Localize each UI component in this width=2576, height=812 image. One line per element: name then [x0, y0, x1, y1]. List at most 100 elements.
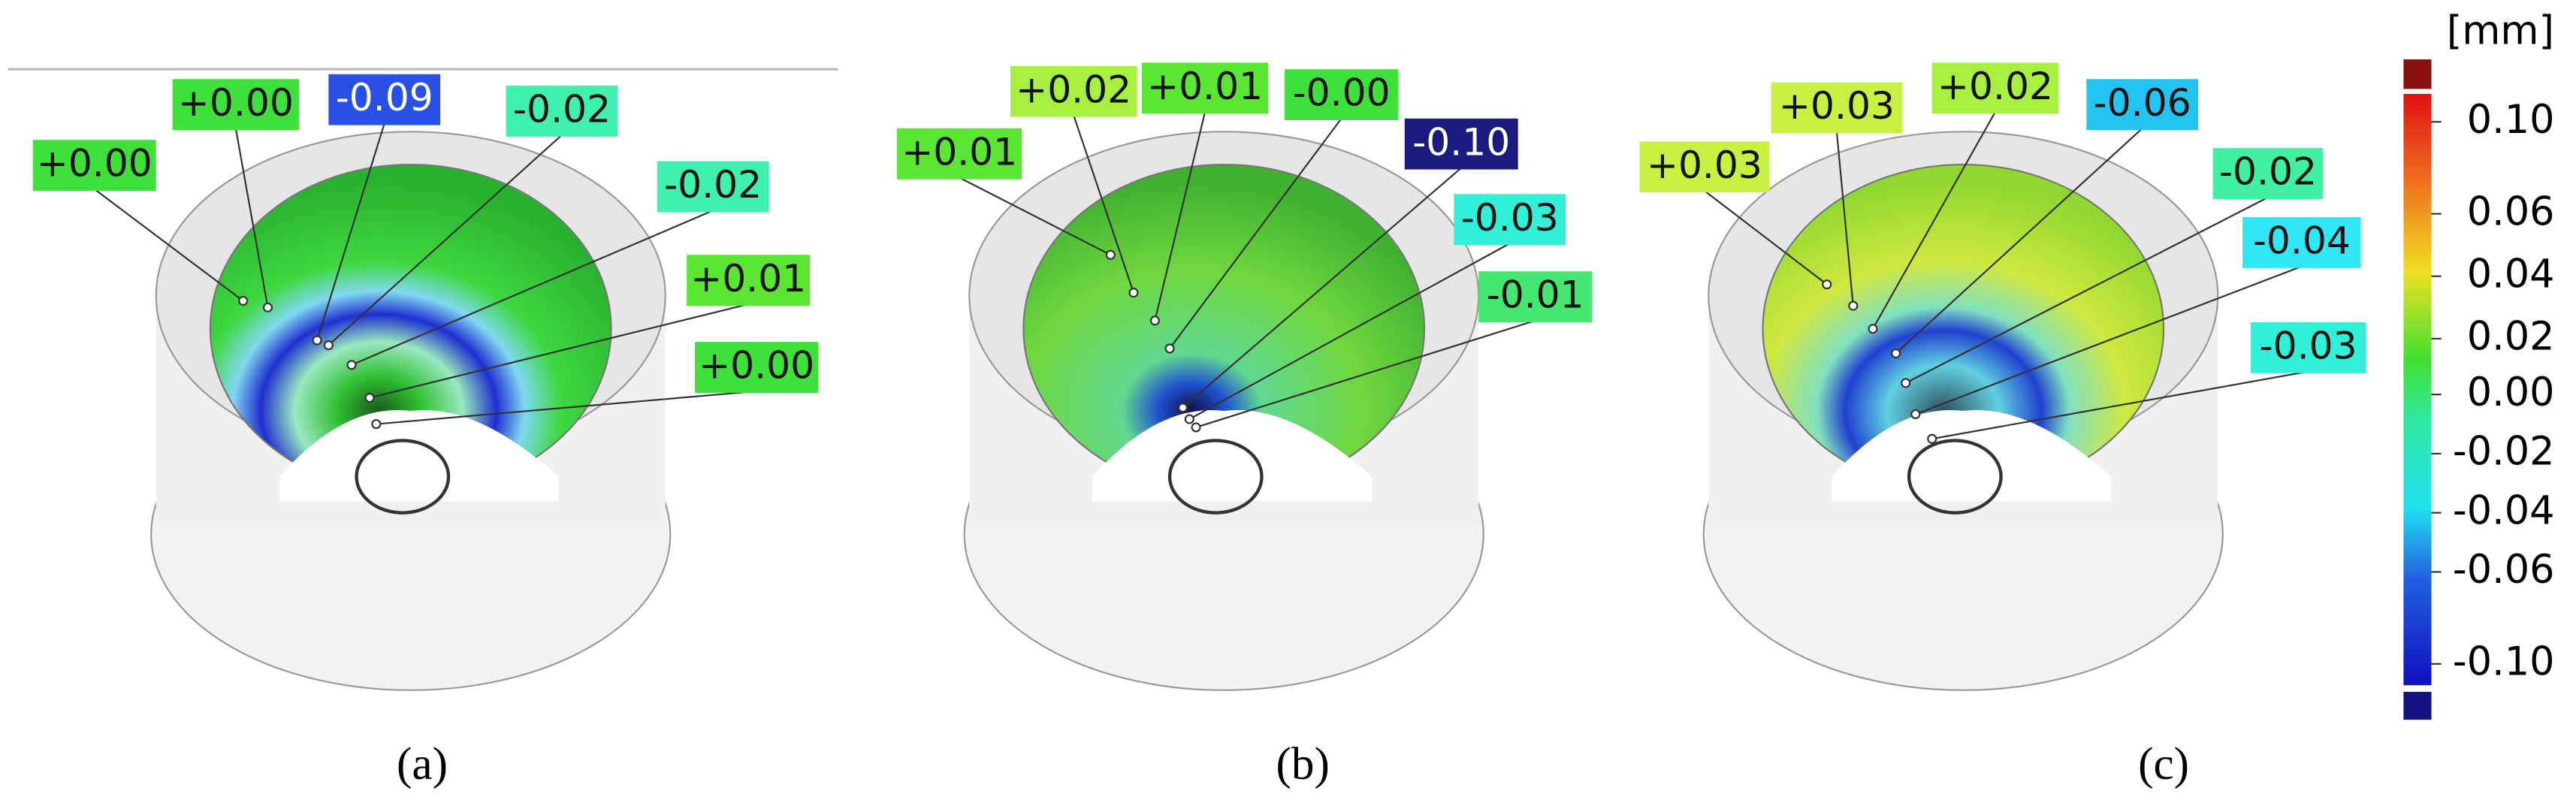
label: -0.04 — [2253, 219, 2351, 263]
point — [1901, 378, 1911, 388]
label-box — [687, 255, 811, 306]
leader — [1872, 111, 1996, 330]
label: +0.01 — [690, 256, 806, 300]
cutout — [1092, 409, 1373, 502]
colorbar-label: 0.04 — [2467, 251, 2555, 297]
label: -0.02 — [513, 87, 611, 131]
point — [262, 302, 273, 312]
point — [1868, 324, 1878, 334]
point — [371, 418, 382, 430]
point — [1822, 279, 1832, 290]
colorbar-label: -0.02 — [2453, 429, 2555, 475]
label-box — [328, 74, 441, 125]
label: +0.00 — [699, 343, 814, 388]
hole — [1167, 439, 1264, 515]
point — [364, 393, 375, 403]
colorbar-label: 0.02 — [2467, 313, 2555, 359]
label: -0.09 — [336, 75, 433, 119]
hole — [1907, 439, 2003, 515]
label-box — [2212, 148, 2324, 199]
colorbar-label: -0.10 — [2453, 638, 2555, 684]
point — [1891, 348, 1901, 359]
parts: (a) (b) (c) — [150, 131, 2224, 789]
label: +0.03 — [1647, 143, 1762, 187]
label: -0.00 — [1293, 71, 1391, 115]
label: -0.06 — [2094, 80, 2191, 125]
point — [1128, 288, 1139, 298]
label: +0.01 — [1147, 64, 1263, 108]
point — [1848, 300, 1859, 311]
hole — [355, 439, 451, 515]
point — [1177, 403, 1188, 413]
label: +0.00 — [178, 80, 294, 125]
colorbar-label: 0.06 — [2467, 189, 2555, 234]
caption: (c) — [2138, 738, 2189, 789]
point — [238, 295, 249, 306]
label: -0.03 — [2259, 323, 2357, 367]
label: +0.02 — [1016, 67, 1131, 111]
leader — [1073, 115, 1134, 293]
point — [1184, 414, 1194, 424]
leader — [376, 390, 757, 425]
label: +0.02 — [1937, 64, 2053, 108]
label-box — [2251, 321, 2366, 373]
leader — [1835, 131, 1854, 306]
label-box — [32, 140, 156, 192]
leader — [1169, 118, 1342, 349]
point — [1164, 343, 1175, 354]
leader — [234, 128, 269, 308]
label-box — [1478, 271, 1593, 322]
leader — [1195, 319, 1536, 428]
cutout — [1832, 409, 2112, 502]
colorbar-label: 0.00 — [2467, 370, 2555, 415]
label-box — [657, 161, 769, 213]
label: +0.03 — [1779, 83, 1895, 128]
leader — [1188, 243, 1511, 420]
leader — [1154, 111, 1206, 321]
caption: (a) — [397, 738, 448, 789]
point — [323, 340, 334, 351]
leader — [94, 188, 244, 302]
colorbar-label: -0.04 — [2453, 488, 2555, 533]
label-box — [1010, 65, 1137, 117]
colorbar-label: 0.10 — [2467, 97, 2555, 143]
point — [1910, 409, 1921, 419]
colorbar-unit: [mm] — [2447, 8, 2554, 54]
label-box — [2086, 79, 2199, 131]
colorbar-label: -0.06 — [2453, 547, 2555, 593]
label-box — [2242, 217, 2361, 268]
point — [1927, 433, 1937, 444]
label-box — [695, 342, 819, 394]
label: -0.01 — [1487, 273, 1584, 317]
label: +0.00 — [37, 141, 153, 186]
cutout — [279, 409, 559, 502]
label: -0.02 — [2219, 149, 2317, 194]
label-box — [506, 86, 618, 137]
label-box — [1454, 194, 1566, 246]
label: -0.03 — [1461, 195, 1559, 240]
point — [312, 335, 322, 346]
leader — [328, 134, 563, 346]
point — [1149, 315, 1160, 326]
label-box — [1404, 118, 1518, 170]
caption: (b) — [1276, 738, 1329, 789]
leader — [351, 210, 714, 366]
label-box — [1771, 82, 1903, 134]
label-box — [1639, 141, 1770, 193]
label-box — [1141, 62, 1269, 114]
label: -0.10 — [1412, 119, 1510, 164]
leader — [959, 177, 1111, 256]
point — [1191, 422, 1201, 433]
label-box — [1285, 69, 1399, 120]
colorbar-under — [2403, 692, 2432, 720]
colorbar-over — [2403, 59, 2432, 89]
leader — [1182, 167, 1462, 409]
label-box — [172, 79, 300, 131]
callouts: +0.00 +0.00 -0.09 -0.02 -0.02 +0.01 +0.00 +0.01… — [32, 62, 2366, 444]
label-box — [897, 128, 1022, 180]
label: +0.01 — [901, 129, 1017, 174]
leader — [316, 123, 385, 341]
leader — [369, 303, 749, 399]
